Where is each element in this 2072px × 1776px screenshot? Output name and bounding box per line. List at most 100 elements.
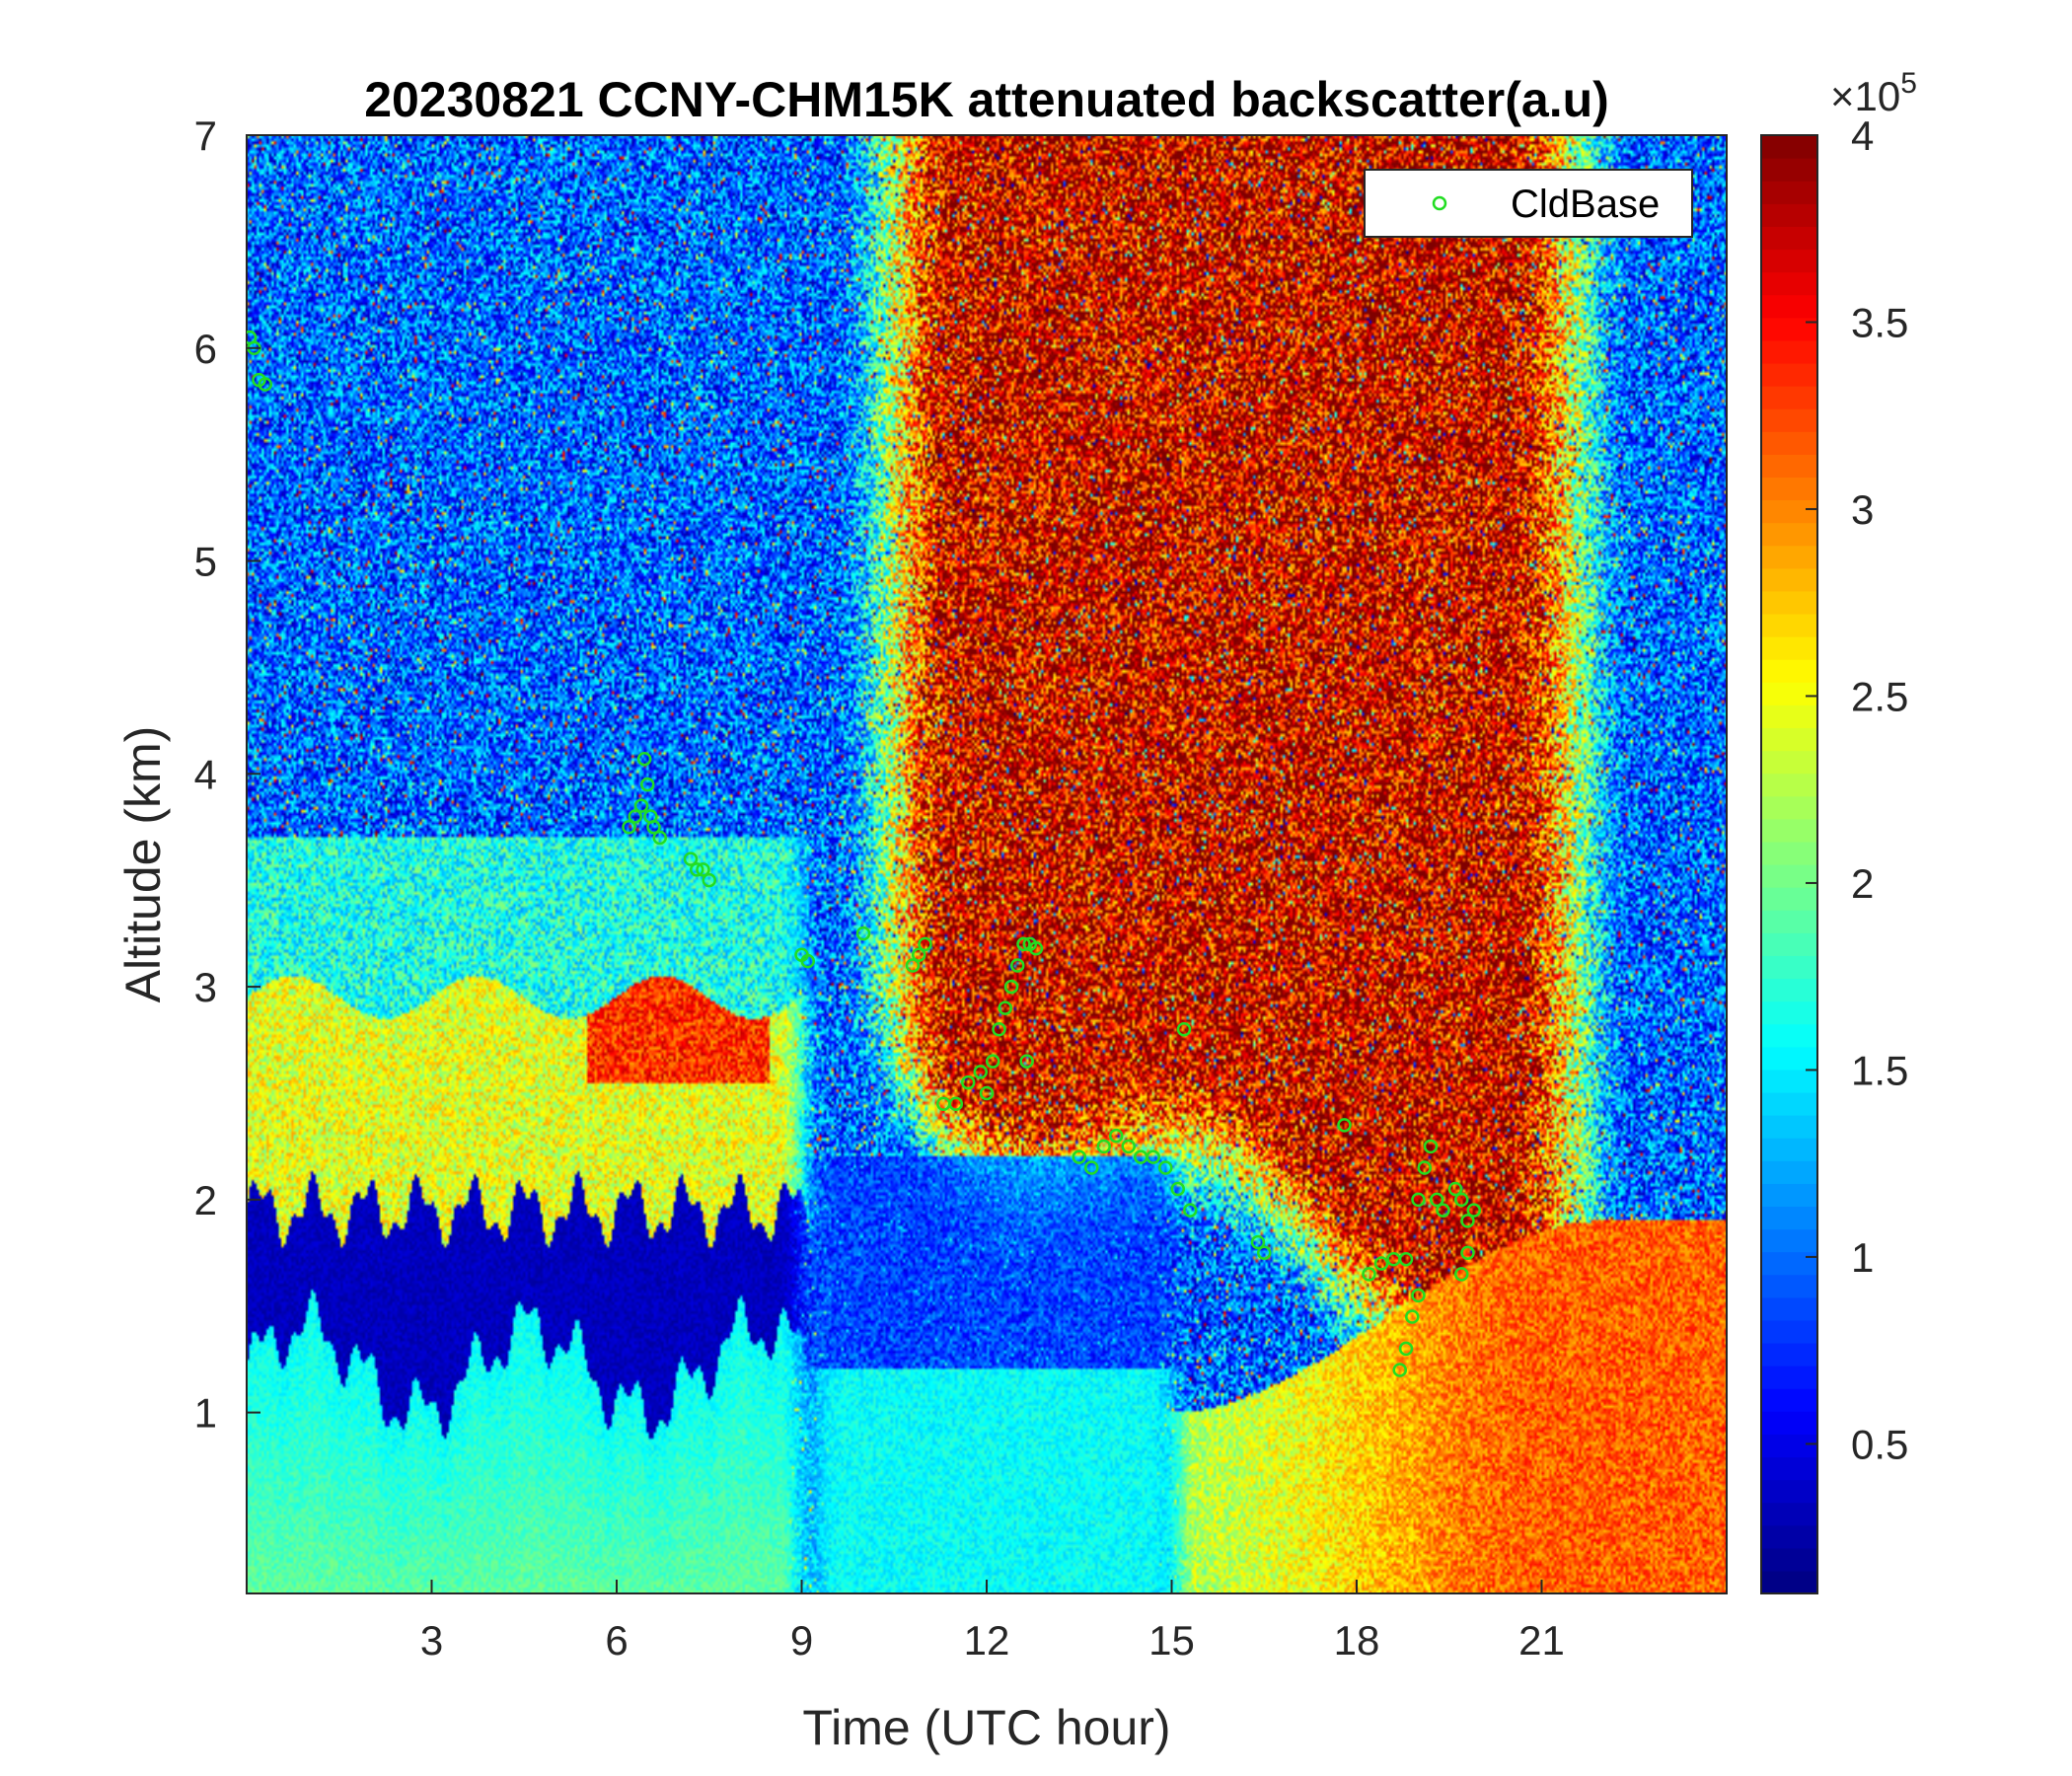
colorbar-band — [1761, 271, 1817, 296]
y-tick-label: 7 — [194, 112, 217, 159]
cloud-base-point — [855, 925, 871, 941]
colorbar-band — [1761, 1524, 1817, 1549]
colorbar-band — [1761, 1366, 1817, 1389]
colorbar-band — [1761, 317, 1817, 341]
colorbar-band — [1761, 1206, 1817, 1230]
cloud-base-point — [1337, 1118, 1352, 1133]
cloud-base-point — [973, 1065, 988, 1079]
colorbar-band — [1761, 1000, 1817, 1025]
cloud-base-point — [636, 751, 652, 767]
colorbar-ticks: 0.5 1 1.5 2 2.5 3 3.5 4 — [1806, 112, 1908, 1467]
cloud-base-point — [979, 1085, 995, 1101]
colorbar-band — [1761, 727, 1817, 752]
cloud-base-point — [622, 819, 636, 835]
colorbar-band — [1761, 1023, 1817, 1048]
cloud-base-point — [1010, 958, 1025, 973]
colorbar-band — [1761, 1069, 1817, 1093]
colorbar-band — [1761, 408, 1817, 432]
colorbar-tick-label: 3.5 — [1851, 299, 1908, 345]
cloud-base-point — [683, 851, 699, 866]
colorbar-band — [1761, 1138, 1817, 1161]
colorbar-band — [1761, 682, 1817, 705]
x-tick-label: 3 — [420, 1617, 443, 1664]
cloud-base-point — [948, 1096, 963, 1111]
cloud-base-point — [1176, 1021, 1192, 1037]
cloud-base-point — [1158, 1160, 1173, 1175]
cloud-base-point — [1109, 1128, 1124, 1144]
cloud-base-markers — [247, 330, 1481, 1377]
x-tick-label: 21 — [1518, 1617, 1565, 1664]
colorbar-band — [1761, 773, 1817, 797]
colorbar-band — [1761, 841, 1817, 865]
colorbar-band — [1761, 362, 1817, 387]
cloud-base-point — [640, 777, 655, 792]
colorbar-exponent: ×105 — [1830, 67, 1917, 119]
y-tick-label: 6 — [194, 326, 217, 372]
colorbar-frame — [1760, 134, 1818, 1594]
cloud-base-point — [1016, 936, 1031, 952]
y-axis-ticks: 1 2 3 4 5 6 7 — [194, 112, 260, 1437]
cloud-base-point — [998, 1000, 1012, 1015]
y-tick-label: 2 — [194, 1177, 217, 1223]
colorbar: 0.5 1 1.5 2 2.5 3 3.5 4 ×105 — [1760, 67, 1917, 1594]
colorbar-band — [1761, 1183, 1817, 1208]
cloud-base-point — [1072, 1149, 1086, 1164]
colorbar-band — [1761, 1434, 1817, 1458]
colorbar-band — [1761, 545, 1817, 569]
chart-title: 20230821 CCNY-CHM15K attenuated backscat… — [364, 72, 1609, 127]
colorbar-band — [1761, 1046, 1817, 1071]
x-tick-label: 9 — [790, 1617, 813, 1664]
legend-box — [1364, 169, 1693, 238]
colorbar-band — [1761, 203, 1817, 227]
colorbar-gradient — [1761, 135, 1817, 1594]
colorbar-band — [1761, 477, 1817, 501]
y-tick-label: 5 — [194, 539, 217, 585]
cloud-base-point — [1183, 1203, 1198, 1218]
colorbar-band — [1761, 499, 1817, 524]
cloud-base-point — [1436, 1203, 1450, 1218]
cloud-base-point — [652, 830, 667, 846]
colorbar-band — [1761, 1411, 1817, 1435]
colorbar-band — [1761, 704, 1817, 729]
colorbar-band — [1761, 1342, 1817, 1367]
colorbar-band — [1761, 386, 1817, 409]
colorbar-band — [1761, 1570, 1817, 1594]
colorbar-tick-label: 2.5 — [1851, 673, 1908, 719]
x-axis-label: Time (UTC hour) — [802, 1700, 1170, 1755]
colorbar-band — [1761, 1160, 1817, 1184]
colorbar-band — [1761, 864, 1817, 888]
cloud-base-point — [696, 862, 710, 877]
colorbar-band — [1761, 1319, 1817, 1344]
cloud-base-point — [1096, 1139, 1111, 1154]
colorbar-band — [1761, 932, 1817, 956]
cloud-base-point — [1454, 1267, 1469, 1282]
colorbar-band — [1761, 567, 1817, 592]
heatmap-layer — [247, 135, 1727, 1593]
cloud-base-point — [1257, 1245, 1272, 1261]
cloud-base-point — [1454, 1192, 1469, 1208]
cloud-base-point — [258, 377, 272, 392]
x-axis-ticks: 3 6 9 12 15 18 21 — [420, 1580, 1565, 1664]
colorbar-tick-label: 0.5 — [1851, 1421, 1908, 1467]
cloud-base-point — [1250, 1234, 1266, 1250]
colorbar-band — [1761, 590, 1817, 615]
cloud-base-point — [1019, 1054, 1034, 1069]
colorbar-band — [1761, 1115, 1817, 1139]
cloud-base-point — [1392, 1363, 1407, 1377]
y-tick-label: 1 — [194, 1390, 217, 1437]
cloud-base-point — [1466, 1203, 1481, 1218]
colorbar-band — [1761, 978, 1817, 1002]
colorbar-band — [1761, 339, 1817, 364]
y-axis-label: Altitude (km) — [115, 726, 171, 1003]
x-tick-label: 6 — [605, 1617, 628, 1664]
y-tick-label: 4 — [194, 751, 217, 797]
colorbar-band — [1761, 158, 1817, 182]
colorbar-band — [1761, 135, 1817, 159]
colorbar-tick-label: 1.5 — [1851, 1047, 1908, 1093]
cloud-base-point — [646, 819, 661, 835]
colorbar-tick-label: 2 — [1851, 860, 1874, 907]
cloud-base-point — [1121, 1139, 1136, 1154]
x-tick-label: 12 — [964, 1617, 1010, 1664]
